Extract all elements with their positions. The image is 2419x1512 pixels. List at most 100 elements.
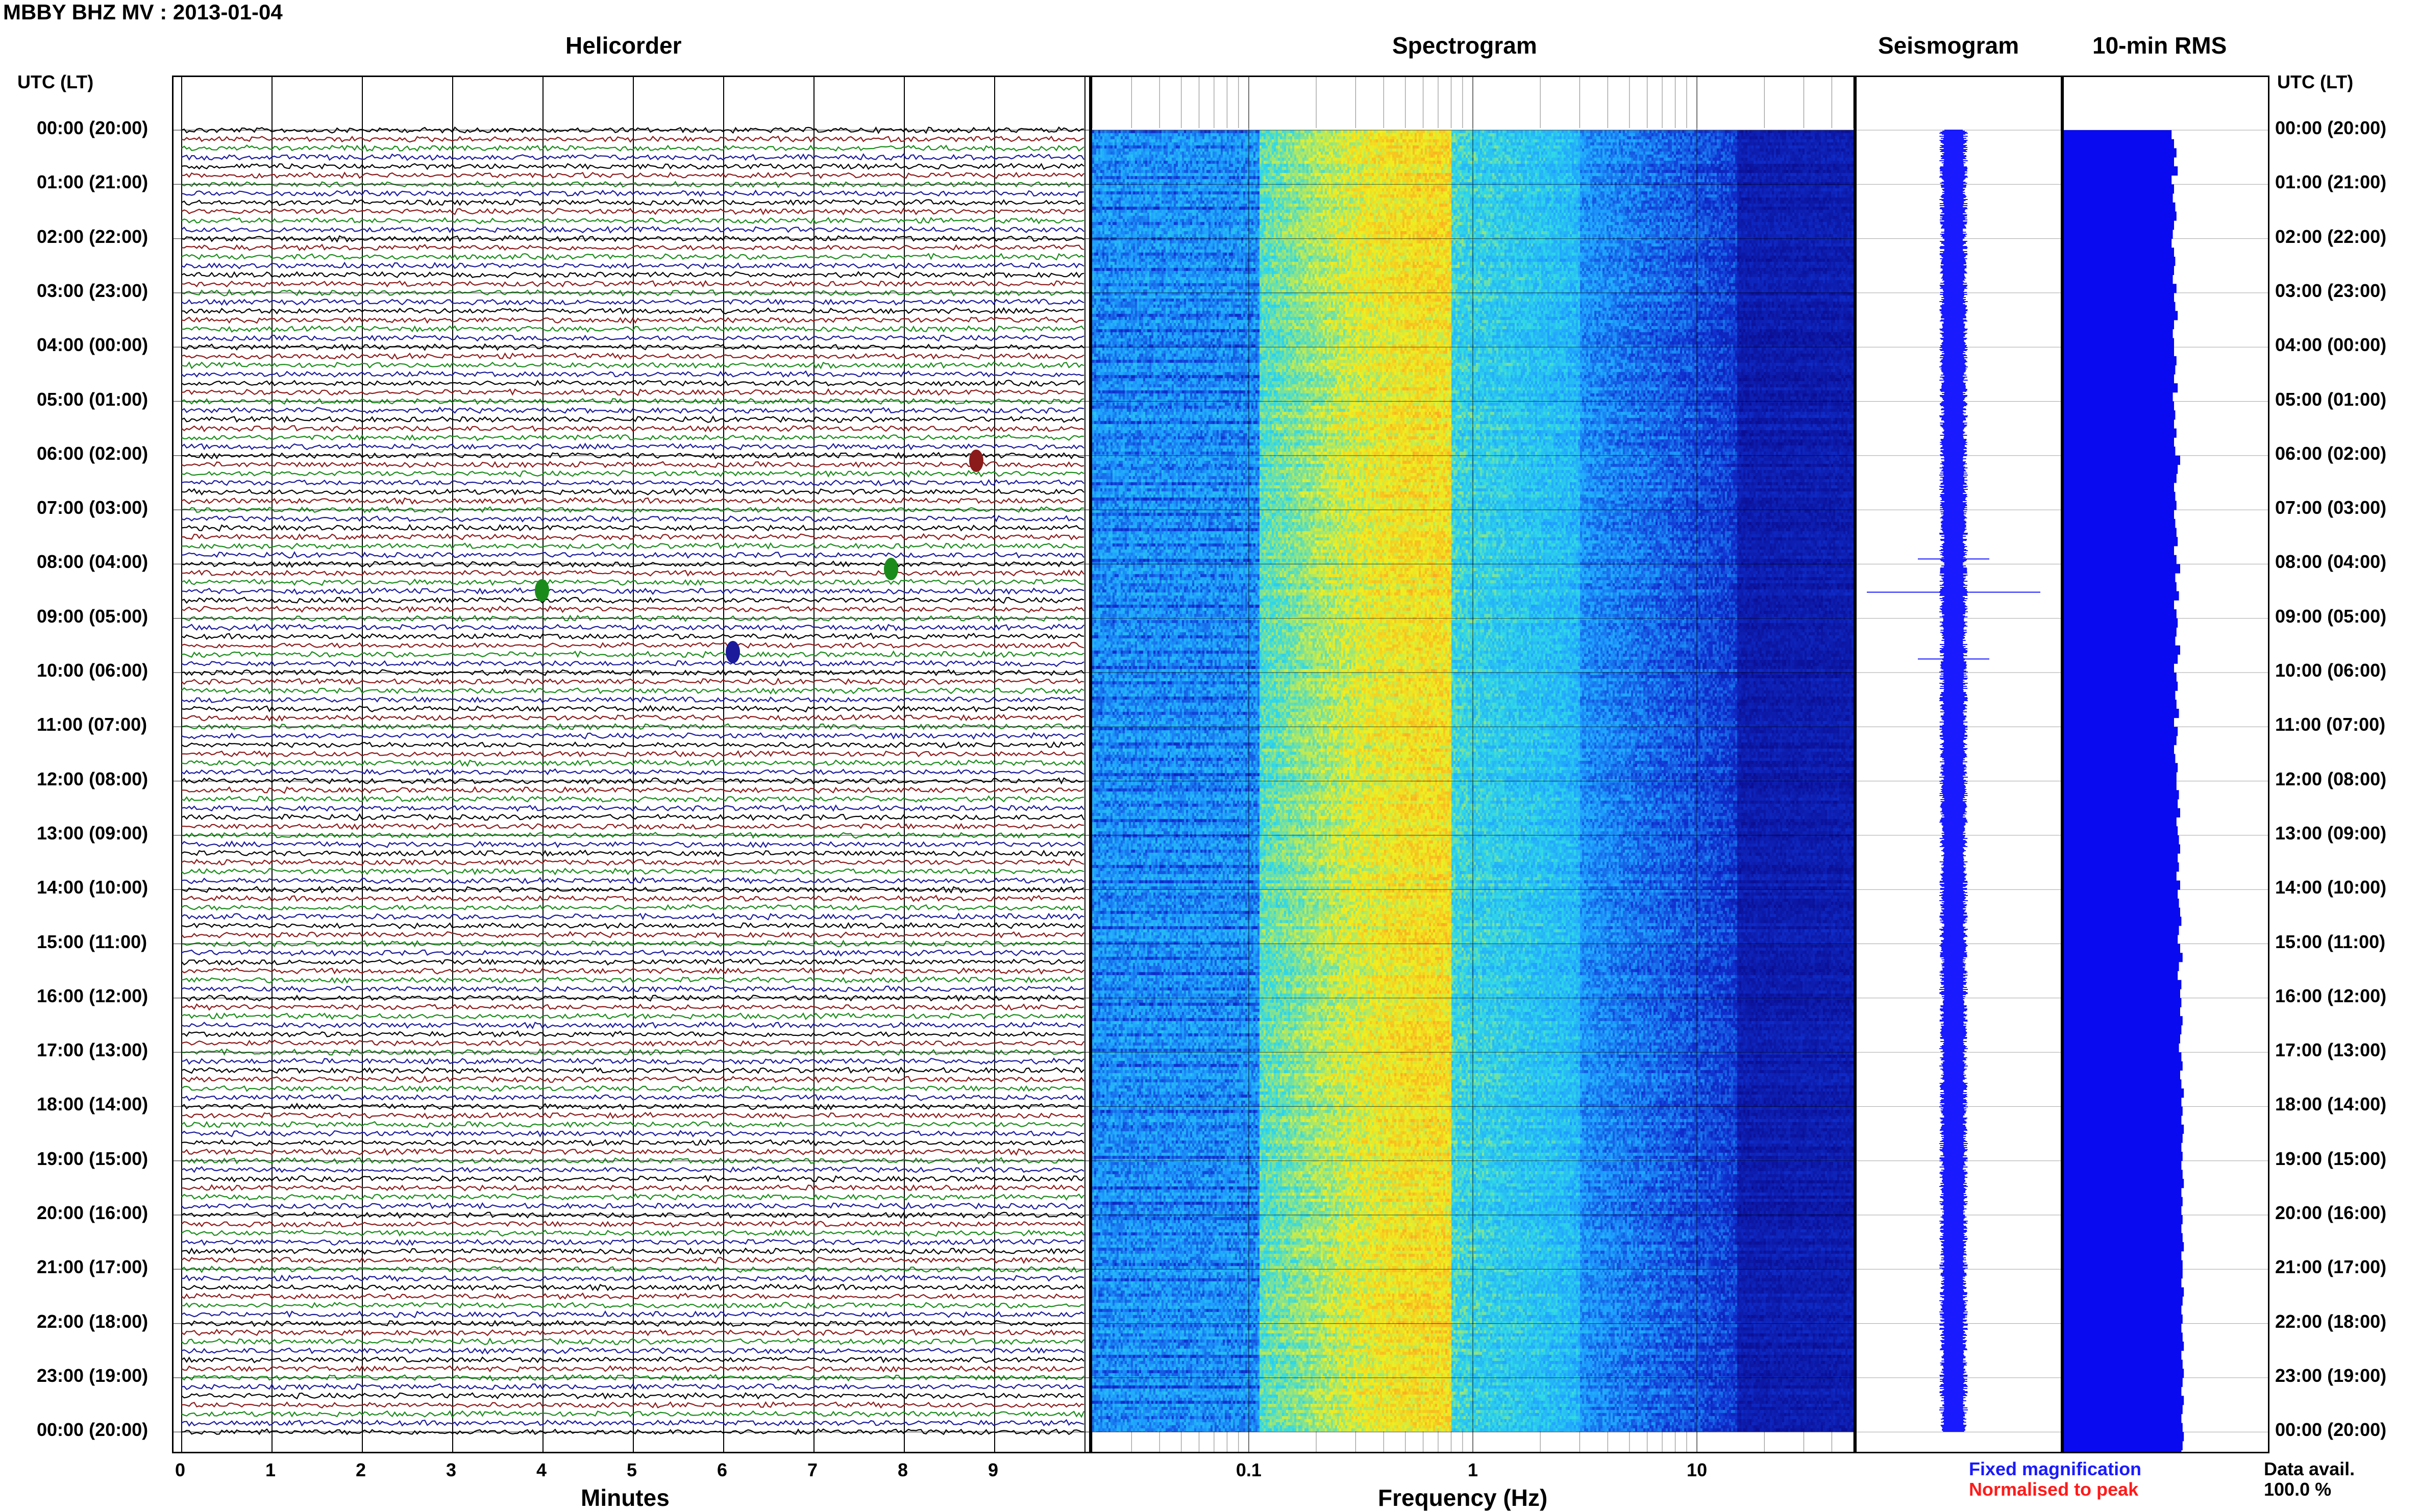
rms-bar	[2064, 989, 2180, 999]
time-label-right: 11:00 (07:00)	[2275, 714, 2386, 735]
rms-bar	[2064, 1251, 2182, 1261]
rms-bar	[2064, 1350, 2182, 1360]
rms-bar	[2064, 447, 2176, 456]
helicorder-trace	[181, 153, 1084, 161]
rms-bar	[2064, 645, 2180, 655]
helicorder-trace	[181, 388, 1084, 396]
rms-bar	[2064, 717, 2174, 727]
helicorder-trace	[181, 632, 1084, 640]
rms-bar	[2064, 510, 2174, 519]
rms-bar	[2064, 1233, 2183, 1243]
helicorder-trace	[181, 867, 1084, 876]
time-label-right: 23:00 (19:00)	[2275, 1365, 2387, 1386]
rms-bar	[2064, 871, 2177, 881]
helicorder-trace	[181, 370, 1084, 378]
rms-bar	[2064, 980, 2182, 989]
time-label-right: 06:00 (02:00)	[2275, 442, 2387, 464]
helicorder-trace	[181, 1392, 1084, 1400]
rms-bar	[2064, 907, 2180, 917]
helicorder-trace	[182, 1283, 1084, 1292]
rms-bar	[2064, 518, 2176, 528]
rms-bar	[2064, 437, 2174, 447]
rms-bar	[2064, 1097, 2182, 1107]
rms-bar	[2064, 302, 2176, 311]
rms-bar	[2064, 1342, 2184, 1351]
rms-bar	[2064, 1332, 2183, 1342]
spectrogram-tick-label: 0.1	[1236, 1459, 1262, 1480]
rms-bar	[2064, 292, 2174, 303]
helicorder-trace	[181, 1365, 1084, 1373]
helicorder-trace	[181, 551, 1084, 559]
helicorder-trace	[181, 668, 1084, 677]
rms-bar	[2064, 1133, 2183, 1143]
rms-bar	[2064, 1305, 2182, 1315]
rms-bar	[2064, 184, 2174, 194]
rms-bar	[2064, 961, 2179, 972]
helicorder-trace	[181, 1166, 1084, 1173]
rms-bar	[2064, 383, 2178, 393]
helicorder-trace	[181, 208, 1084, 216]
time-label-left: 22:00 (18:00)	[37, 1310, 149, 1332]
helicorder-trace	[181, 270, 1084, 279]
helicorder-trace	[181, 1121, 1084, 1128]
helicorder-trace	[181, 1256, 1084, 1265]
legend-fixed-magnification: Fixed magnification	[1969, 1458, 2142, 1479]
time-label-right: 18:00 (14:00)	[2275, 1094, 2387, 1115]
helicorder-trace	[181, 1419, 1084, 1427]
helicorder-trace	[181, 1030, 1084, 1038]
helicorder-trace	[181, 804, 1084, 812]
helicorder-trace	[181, 488, 1084, 496]
helicorder-xlabel: Minutes	[581, 1484, 670, 1511]
rms-bar	[2064, 1206, 2182, 1216]
rms-bar	[2064, 1432, 2184, 1442]
helicorder-trace	[181, 406, 1084, 414]
rms-bar	[2064, 410, 2176, 420]
rms-bar	[2064, 754, 2176, 763]
spectrogram-tick-label: 10	[1687, 1459, 1708, 1480]
time-label-left: 23:00 (19:00)	[37, 1365, 149, 1386]
rms-bar	[2064, 998, 2182, 1007]
rms-bar	[2064, 1070, 2180, 1080]
helicorder-trace	[181, 912, 1084, 921]
helicorder-trace	[181, 1012, 1084, 1021]
rms-bar	[2064, 1450, 2182, 1452]
time-label-left: 16:00 (12:00)	[37, 985, 149, 1006]
time-label-right: 09:00 (05:00)	[2275, 605, 2387, 627]
rms-bar	[2064, 356, 2177, 366]
helicorder-tick-label: 5	[626, 1459, 637, 1480]
helicorder-trace	[181, 641, 1084, 649]
seismogram-trace	[1939, 130, 1968, 1432]
helicorder-trace	[181, 1111, 1084, 1120]
data-avail-label: Data avail.	[2264, 1458, 2355, 1479]
helicorder-trace	[181, 1057, 1084, 1065]
rms-bar	[2064, 591, 2179, 601]
helicorder-trace	[181, 777, 1084, 785]
time-label-right: 05:00 (01:00)	[2275, 388, 2387, 410]
rms-title: 10-min RMS	[2092, 32, 2227, 59]
time-label-left: 08:00 (04:00)	[37, 551, 149, 573]
rms-bar	[2064, 1152, 2183, 1161]
helicorder-trace	[181, 434, 1084, 441]
rms-bar	[2064, 1043, 2179, 1053]
helicorder-trace	[181, 1175, 1084, 1183]
helicorder-trace	[181, 253, 1084, 261]
helicorder-trace	[181, 298, 1084, 306]
rms-bar	[2064, 175, 2172, 185]
rms-bar	[2064, 1441, 2183, 1451]
helicorder-trace	[181, 786, 1084, 794]
rms-bar	[2064, 229, 2173, 239]
helicorder-trace	[181, 1238, 1084, 1246]
rms-bar	[2064, 347, 2174, 357]
rms-bar	[2064, 501, 2177, 510]
time-label-right: 20:00 (16:00)	[2275, 1202, 2387, 1223]
time-label-left: 17:00 (13:00)	[37, 1039, 149, 1061]
rms-bar	[2064, 1323, 2182, 1333]
rms-bar	[2064, 365, 2176, 375]
rms-bar	[2064, 1386, 2182, 1396]
rms-bar	[2064, 663, 2174, 673]
helicorder-trace	[181, 235, 1084, 243]
rms-bar	[2064, 745, 2174, 754]
helicorder-trace	[181, 931, 1084, 938]
helicorder-trace	[181, 226, 1084, 234]
helicorder-trace	[181, 759, 1084, 767]
